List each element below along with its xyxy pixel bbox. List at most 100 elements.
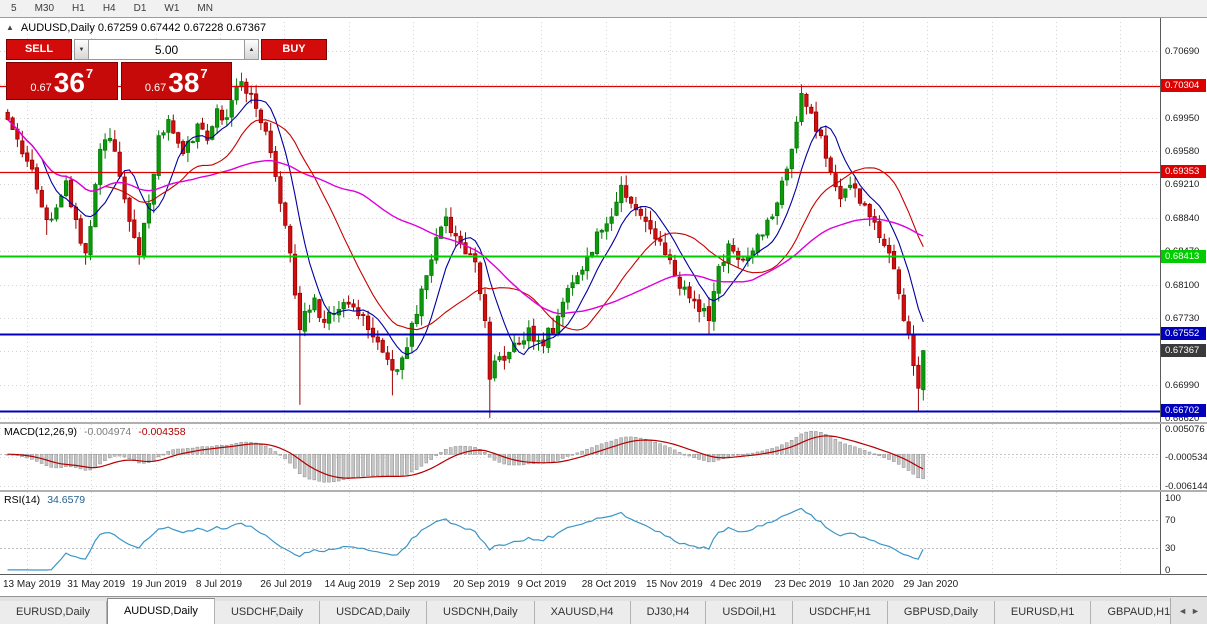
- chart-tab-usdcnh-daily[interactable]: USDCNH,Daily: [427, 601, 535, 624]
- date-axis-label: 28 Oct 2019: [581, 579, 637, 590]
- collapse-one-click-icon[interactable]: ▲: [6, 23, 14, 32]
- chart-tab-gbpusd-daily[interactable]: GBPUSD,Daily: [887, 601, 995, 624]
- chart-tab-gbpaud-h1[interactable]: GBPAUD,H1: [1091, 601, 1170, 624]
- chart-tabs: EURUSD,Daily AUDUSD,Daily USDCHF,Daily USDC…: [0, 598, 1170, 624]
- chart-tab-usdchf-h1[interactable]: USDCHF,H1: [793, 601, 888, 624]
- macd-plot[interactable]: [0, 424, 1161, 490]
- date-axis-label: 9 Oct 2019: [517, 579, 567, 590]
- price-axis-label: 0.69580: [1165, 146, 1200, 158]
- price-axis: 0.70690 0.69950 0.69580 0.69210 0.68840 0.684…: [1161, 18, 1207, 422]
- tab-scroll-right-icon[interactable]: ►: [1191, 606, 1200, 616]
- date-axis-label: 2 Sep 2019: [388, 579, 440, 590]
- sell-price-display[interactable]: 0.67 36 7: [6, 62, 118, 100]
- date-axis-label: 8 Jul 2019: [195, 579, 243, 590]
- chart-tab-eurusd-daily[interactable]: EURUSD,Daily: [0, 601, 107, 624]
- date-axis-label: 14 Aug 2019: [324, 579, 381, 590]
- volume-up-button[interactable]: ▲: [244, 39, 259, 60]
- volume-down-button[interactable]: ▼: [74, 39, 89, 60]
- rsi-plot[interactable]: [0, 492, 1161, 574]
- rsi-name: RSI(14): [4, 494, 41, 506]
- price-chart-plot[interactable]: [0, 18, 1161, 422]
- buy-price-point: 7: [200, 66, 208, 81]
- sell-price-point: 7: [85, 66, 94, 81]
- rsi-value: 34.6579: [47, 494, 86, 506]
- date-axis-label: 23 Dec 2019: [774, 579, 832, 590]
- rsi-axis: 100 70 30 0: [1161, 492, 1207, 574]
- macd-axis-label: -0.000534: [1165, 452, 1207, 463]
- timeframe-button-w1[interactable]: W1: [164, 3, 180, 14]
- rsi-axis-label: 100: [1165, 493, 1181, 504]
- chart-tab-eurusd-h1[interactable]: EURUSD,H1: [994, 601, 1092, 624]
- macd-signal-value: -0.004358: [138, 426, 186, 438]
- price-level-badge: 0.70304: [1161, 79, 1206, 93]
- panel-divider[interactable]: [0, 422, 1207, 424]
- macd-main-value: -0.004974: [83, 426, 132, 438]
- chart-tab-bar: EURUSD,Daily AUDUSD,Daily USDCHF,Daily USDC…: [0, 596, 1207, 624]
- timeframe-toolbar: 5 M30 H1 H4 D1 W1 MN: [0, 0, 1207, 18]
- buy-price-display[interactable]: 0.67 38 7: [120, 62, 232, 100]
- date-axis-label: 31 May 2019: [67, 579, 126, 590]
- macd-axis-label: 0.005076: [1165, 424, 1205, 435]
- price-level-badge: 0.66702: [1161, 404, 1206, 418]
- price-axis-label: 0.67730: [1165, 312, 1200, 324]
- chart-window: 0.70690 0.69950 0.69580 0.69210 0.68840 0.684…: [0, 18, 1207, 596]
- timeframe-button-h1[interactable]: H1: [72, 3, 85, 14]
- date-axis-label: 26 Jul 2019: [260, 579, 312, 590]
- price-axis-label: 0.69210: [1165, 179, 1200, 191]
- price-level-badge: 0.67367: [1161, 344, 1206, 358]
- price-axis-label: 0.66620: [1165, 412, 1200, 422]
- chart-tab-audusd-daily[interactable]: AUDUSD,Daily: [106, 598, 215, 624]
- timeframe-button-d1[interactable]: D1: [133, 3, 147, 14]
- sell-button[interactable]: SELL: [6, 39, 72, 60]
- price-axis-label: 0.70690: [1165, 45, 1200, 57]
- date-axis-label: 15 Nov 2019: [646, 579, 703, 590]
- price-axis-label: 0.68100: [1165, 279, 1200, 291]
- date-axis: 13 May 2019 31 May 2019 19 Jun 2019 8 Jul 2…: [0, 574, 1207, 596]
- tab-scroll-left-icon[interactable]: ◄: [1178, 606, 1187, 616]
- volume-input[interactable]: [89, 39, 244, 60]
- macd-axis: 0.005076 -0.000534 -0.006144: [1161, 424, 1207, 490]
- panel-divider[interactable]: [0, 490, 1207, 492]
- tab-scroll-controls: ◄ ►: [1170, 598, 1207, 624]
- chart-tab-usdchf-daily[interactable]: USDCHF,Daily: [214, 601, 321, 624]
- chart-tab-dj30-h4[interactable]: DJ30,H4: [630, 601, 707, 624]
- price-axis-label: 0.69950: [1165, 112, 1200, 124]
- buy-price-prefix: 0.67: [144, 82, 167, 94]
- price-level-badge: 0.69353: [1161, 165, 1206, 179]
- chart-tab-usdcad-daily[interactable]: USDCAD,Daily: [320, 601, 428, 624]
- chart-tab-xauusd-h4[interactable]: XAUUSD,H4: [534, 601, 631, 624]
- buy-button[interactable]: BUY: [261, 39, 327, 60]
- price-axis-label: 0.68840: [1165, 212, 1200, 224]
- chart-tab-usdoil-h1[interactable]: USDOil,H1: [706, 601, 794, 624]
- rsi-label: RSI(14) 34.6579: [4, 494, 85, 506]
- timeframe-button-mn[interactable]: MN: [197, 3, 213, 14]
- date-axis-label: 20 Sep 2019: [453, 579, 510, 590]
- timeframe-button-m30[interactable]: M30: [34, 3, 55, 14]
- rsi-axis-label: 0: [1165, 565, 1171, 574]
- price-chart-panel[interactable]: 0.70690 0.69950 0.69580 0.69210 0.68840 0.684…: [0, 18, 1207, 422]
- chart-title-text: AUDUSD,Daily 0.67259 0.67442 0.67228 0.6…: [20, 22, 267, 34]
- ma-slow-line: [7, 119, 924, 315]
- buy-price-pips: 38: [168, 67, 200, 98]
- rsi-panel[interactable]: 100 70 30 0 RSI(14) 34.6579: [0, 492, 1207, 574]
- macd-label: MACD(12,26,9) -0.004974 -0.004358: [4, 426, 186, 438]
- rsi-axis-label: 30: [1165, 543, 1176, 555]
- volume-control: ▼ ▲: [74, 39, 259, 60]
- one-click-trading-panel: SELL ▼ ▲ BUY 0.67 36 7 0.67: [6, 39, 327, 100]
- timeframe-button-h4[interactable]: H4: [102, 3, 116, 14]
- price-level-badge: 0.68413: [1161, 249, 1206, 263]
- date-axis-label: 13 May 2019: [3, 579, 61, 590]
- price-axis-label: 0.66990: [1165, 379, 1200, 391]
- ma-mid-line: [7, 119, 924, 331]
- chart-title: ▲ AUDUSD,Daily 0.67259 0.67442 0.67228 0…: [6, 22, 266, 34]
- date-axis-label: 4 Dec 2019: [710, 579, 762, 590]
- rsi-grid: [27, 492, 1121, 574]
- date-axis-label: 19 Jun 2019: [131, 579, 187, 590]
- rsi-axis-label: 70: [1165, 514, 1176, 526]
- ma-fast-line: [7, 99, 924, 356]
- sell-price-prefix: 0.67: [30, 82, 52, 94]
- rsi-line: [7, 507, 924, 571]
- timeframe-button-5[interactable]: 5: [11, 3, 17, 14]
- macd-panel[interactable]: 0.005076 -0.000534 -0.006144 MACD(12,26,9)…: [0, 424, 1207, 490]
